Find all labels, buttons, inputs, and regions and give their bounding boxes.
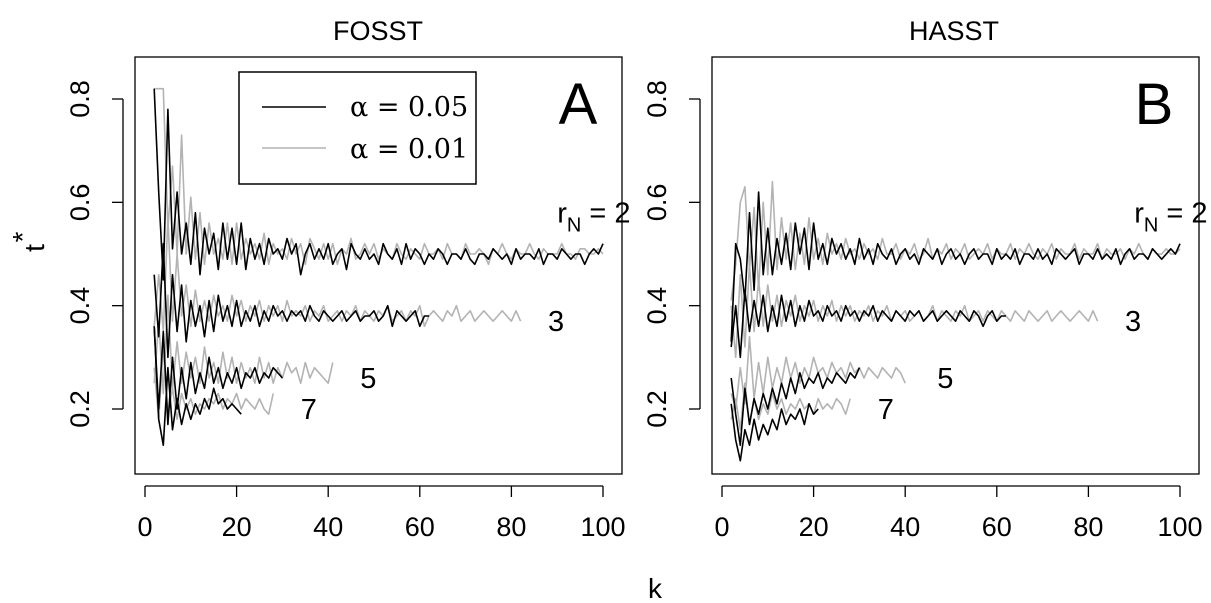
y-tick-label: 0.6	[642, 184, 672, 222]
series-r7-alpha-005	[153, 326, 242, 447]
panel-a-title: FOSST	[333, 16, 423, 46]
y-axis-title-star: *	[7, 231, 38, 242]
y-axis-title-t: t	[19, 244, 50, 252]
series-label: 7	[301, 394, 317, 426]
panel-b-plot-frame	[711, 56, 1200, 475]
y-tick-label: 0.4	[642, 287, 672, 325]
panel-b-x-axis: 0 20 40 60 80 100	[714, 485, 1203, 542]
y-axis-title: t *	[7, 231, 50, 251]
series-r5-alpha-001	[153, 294, 334, 395]
series-label: 3	[548, 306, 564, 338]
legend: α = 0.05 α = 0.01	[238, 71, 477, 185]
panel-a: FOSST A 0 20 40 60 80 100 0.2 0.4 0.6 0.8 rN = 2…	[65, 16, 631, 542]
y-tick-label: 0.8	[642, 80, 672, 118]
x-tick-label: 60	[405, 512, 435, 542]
panel-a-letter: A	[559, 72, 598, 137]
series-r7-alpha-001	[153, 346, 274, 421]
y-tick-label: 0.2	[642, 390, 672, 428]
panel-a-plot-frame	[134, 56, 623, 475]
series-label: rN = 2	[557, 198, 630, 237]
x-tick-label: 80	[496, 512, 526, 542]
panel-a-series	[153, 87, 604, 447]
series-r2-alpha-005	[153, 88, 604, 281]
y-tick-label: 0.6	[65, 184, 95, 222]
series-r2-alpha-001	[154, 87, 604, 266]
x-tick-label: 100	[580, 512, 625, 542]
series-r5-alpha-005	[730, 367, 861, 447]
series-r5-alpha-005	[153, 326, 283, 426]
series-r7-alpha-005	[730, 402, 819, 462]
legend-box	[238, 71, 477, 185]
series-r2-alpha-005	[730, 191, 1181, 342]
panel-b-letter: B	[1135, 72, 1174, 137]
series-label: 3	[1125, 306, 1141, 338]
y-tick-label: 0.8	[65, 80, 95, 118]
panel-b-annotations: rN = 2 3 5 7	[878, 198, 1208, 426]
panel-b: HASST B 0 20 40 60 80 100 0.2 0.4 0.6 0.8 rN = 2…	[642, 16, 1208, 542]
x-tick-label: 60	[982, 512, 1012, 542]
series-r3-alpha-001	[153, 217, 522, 333]
panel-a-y-axis: 0.2 0.4 0.6 0.8	[65, 80, 124, 428]
x-axis-title: k	[648, 573, 663, 603]
x-tick-label: 0	[714, 512, 729, 542]
series-r3-alpha-001	[730, 263, 1099, 359]
x-tick-label: 80	[1073, 512, 1103, 542]
panel-a-annotations: rN = 2 3 5 7	[301, 198, 631, 426]
x-tick-label: 40	[313, 512, 343, 542]
x-tick-label: 20	[799, 512, 829, 542]
legend-label-alpha-001: α = 0.01	[350, 134, 468, 165]
x-tick-label: 100	[1157, 512, 1202, 542]
y-tick-label: 0.2	[65, 390, 95, 428]
panel-b-y-axis: 0.2 0.4 0.6 0.8	[642, 80, 701, 428]
series-r3-alpha-005	[730, 289, 1006, 359]
series-label: rN = 2	[1134, 198, 1207, 237]
panel-b-title: HASST	[909, 16, 999, 46]
series-r3-alpha-005	[153, 242, 429, 359]
panel-a-x-axis: 0 20 40 60 80 100	[137, 485, 626, 542]
x-tick-label: 0	[137, 512, 152, 542]
series-label: 7	[878, 394, 894, 426]
panel-b-series	[730, 180, 1181, 462]
y-tick-label: 0.4	[65, 287, 95, 325]
legend-label-alpha-005: α = 0.05	[350, 92, 468, 123]
x-tick-label: 40	[890, 512, 920, 542]
series-label: 5	[360, 363, 376, 395]
series-label: 5	[937, 363, 953, 395]
x-tick-label: 20	[222, 512, 252, 542]
